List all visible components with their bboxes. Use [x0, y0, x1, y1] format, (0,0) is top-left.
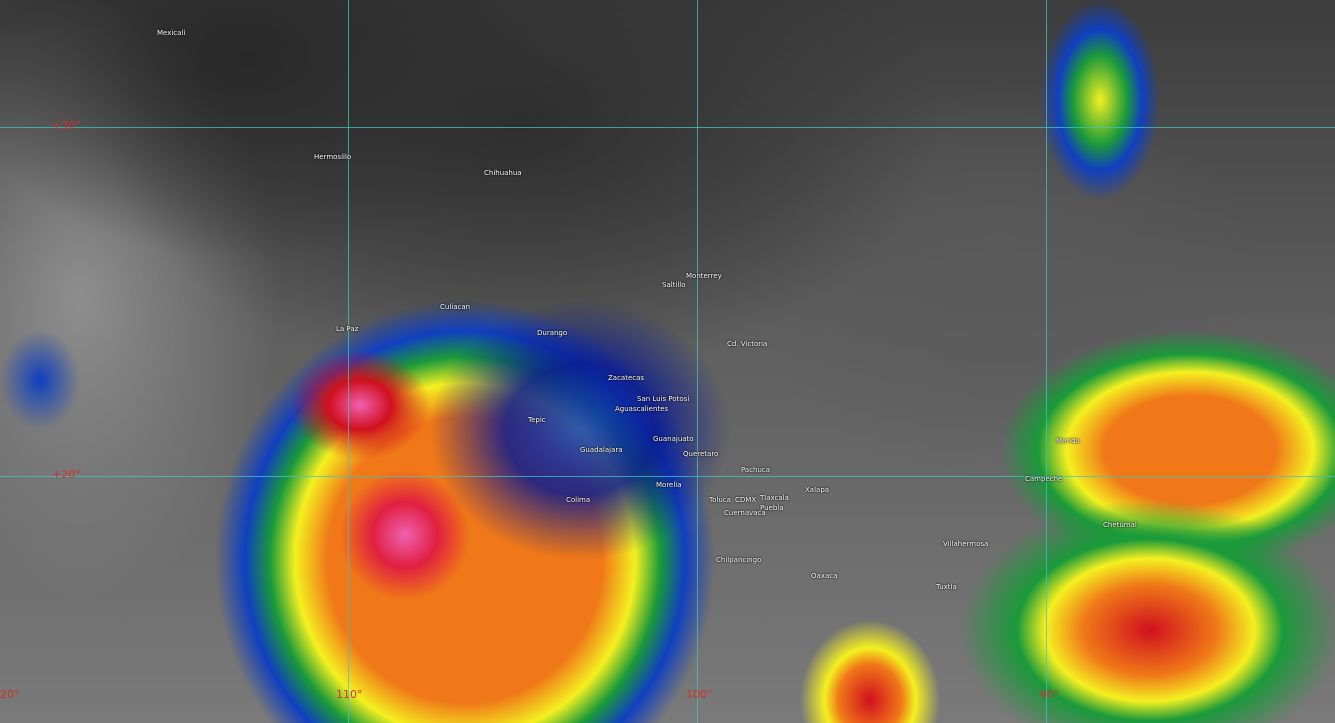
- city-label: San Luis Potosi: [637, 395, 690, 403]
- city-label: Tepic: [528, 416, 546, 424]
- cloud-se: [960, 500, 1335, 723]
- city-label: Merida: [1056, 437, 1080, 445]
- city-label: Colima: [566, 496, 591, 504]
- city-label: Chihuahua: [484, 169, 522, 177]
- storm-band: [290, 350, 430, 460]
- city-label: Morelia: [656, 481, 682, 489]
- cloud-mainland: [430, 300, 730, 560]
- city-label: CDMX: [735, 496, 757, 504]
- city-label: Mexicali: [157, 29, 186, 37]
- city-label: Villahermosa: [943, 540, 989, 548]
- city-label: Pachuca: [741, 466, 771, 474]
- city-label: Saltillo: [662, 281, 686, 289]
- city-label: Tlaxcala: [760, 494, 789, 502]
- cloud-south: [800, 620, 940, 723]
- city-label: Zacatecas: [608, 374, 645, 382]
- city-label: Puebla: [760, 504, 784, 512]
- city-label: Toluca: [709, 496, 731, 504]
- city-label: Chetumal: [1103, 521, 1137, 529]
- city-label: Xalapa: [805, 486, 830, 494]
- lon-label: 110°: [336, 688, 363, 701]
- cloud-gulf-ne: [1040, 0, 1160, 200]
- city-label: Cuernavaca: [724, 509, 766, 517]
- city-label: Culiacan: [440, 303, 471, 311]
- city-label: Cd. Victoria: [727, 340, 768, 348]
- parallel-line: [0, 127, 1335, 128]
- lon-label: 100°: [686, 688, 713, 701]
- cloud-west: [0, 330, 80, 430]
- city-label: Campeche: [1025, 475, 1063, 483]
- parallel-line: [0, 476, 1335, 477]
- meridian-line: [348, 0, 349, 723]
- city-label: Durango: [537, 329, 568, 337]
- city-label: Guanajuato: [653, 435, 694, 443]
- city-label: Tuxtla: [936, 583, 957, 591]
- city-label: La Paz: [336, 325, 359, 333]
- city-label: Chilpancingo: [716, 556, 762, 564]
- city-label: Monterrey: [686, 272, 722, 280]
- lon-label: 20°: [0, 688, 20, 701]
- lat-label: +30°: [52, 119, 81, 132]
- meridian-line: [697, 0, 698, 723]
- meridian-line: [1046, 0, 1047, 723]
- lat-label: +20°: [52, 468, 81, 481]
- city-label: Hermosillo: [314, 153, 352, 161]
- city-label: Queretaro: [683, 450, 719, 458]
- city-label: Guadalajara: [580, 446, 623, 454]
- lon-label: 90°: [1040, 688, 1060, 701]
- city-label: Aguascalientes: [615, 405, 669, 413]
- city-label: Oaxaca: [811, 572, 838, 580]
